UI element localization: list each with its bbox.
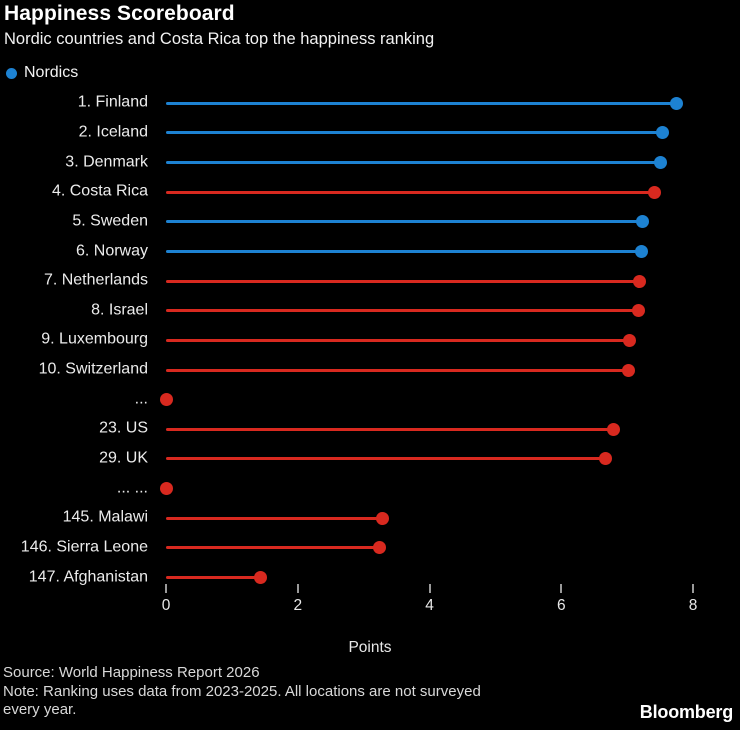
lollipop-dot	[631, 304, 645, 318]
lollipop-dot	[633, 274, 647, 288]
lollipop-dot	[654, 156, 668, 170]
chart-row: 29. UK	[0, 444, 740, 474]
bloomberg-logo: Bloomberg	[639, 702, 733, 722]
chart-row: 146. Sierra Leone	[0, 533, 740, 563]
row-label: 4. Costa Rica	[51, 182, 148, 200]
lollipop-stem	[166, 101, 673, 105]
row-label: 10. Switzerland	[38, 360, 148, 378]
methodology-note-line2: every year.	[3, 701, 77, 719]
row-label: 3. Denmark	[65, 153, 148, 171]
lollipop-dot	[372, 541, 386, 555]
chart-row: 7. Netherlands	[0, 266, 740, 296]
lollipop-stem	[166, 190, 651, 194]
x-axis-label: Points	[348, 639, 392, 656]
chart-row: 145. Malawi	[0, 503, 740, 533]
lollipop-dot	[655, 126, 669, 140]
chart-row: 1. Finland	[0, 88, 740, 118]
lollipop-stem	[166, 368, 625, 372]
row-label: ... ...	[116, 479, 148, 497]
chart-title: Happiness Scoreboard	[4, 2, 235, 25]
chart-row: 147. Afghanistan	[0, 563, 740, 593]
footer-notes: Source: World Happiness Report 2026 Note…	[3, 664, 481, 720]
chart-subtitle: Nordic countries and Costa Rica top the …	[4, 30, 435, 48]
chart-row: 2. Iceland	[0, 118, 740, 148]
chart-row: 6. Norway	[0, 237, 740, 267]
lollipop-dot	[607, 422, 621, 436]
chart-row: 23. US	[0, 414, 740, 444]
row-label: 5. Sweden	[72, 212, 148, 230]
lollipop-dot	[647, 185, 661, 199]
lollipop-stem	[166, 576, 257, 580]
legend-label: Nordics	[24, 64, 79, 81]
lollipop-stem	[166, 427, 610, 431]
chart-row: 10. Switzerland	[0, 355, 740, 385]
axis-tick-label: 6	[556, 597, 566, 614]
lollipop-stem	[166, 131, 659, 135]
source-note: Source: World Happiness Report 2026	[3, 664, 260, 681]
lollipop-dot	[636, 215, 650, 229]
lollipop-dot	[159, 482, 173, 496]
lollipop-stem	[166, 279, 636, 283]
lollipop-stem	[166, 220, 639, 224]
row-label: 29. UK	[99, 449, 148, 467]
axis-tick-label: 4	[425, 597, 434, 614]
lollipop-stem	[166, 309, 635, 313]
lollipop-dot	[635, 245, 649, 258]
row-label: 2. Iceland	[78, 123, 148, 141]
row-label: 9. Luxembourg	[41, 331, 148, 349]
chart-row: 4. Costa Rica	[0, 177, 740, 207]
chart-row: 8. Israel	[0, 296, 740, 326]
axis-tick-label: 0	[161, 597, 171, 614]
lollipop-rows: 1. Finland 2. Iceland 3. Denmark 4. Costa R…	[0, 88, 740, 593]
row-label: 145. Malawi	[62, 508, 148, 526]
row-label: 146. Sierra Leone	[20, 538, 148, 556]
chart-legend: Nordics	[6, 63, 78, 83]
row-label: 7. Netherlands	[43, 271, 148, 289]
row-label: ...	[134, 390, 148, 408]
lollipop-stem	[166, 338, 626, 342]
axis-tick-label: 8	[688, 597, 698, 614]
methodology-note-line1: Note: Ranking uses data from 2023-2025. …	[3, 682, 481, 700]
row-label: 1. Finland	[77, 93, 148, 111]
lollipop-stem	[166, 457, 602, 461]
lollipop-stem	[166, 546, 376, 550]
chart-row: ... ...	[0, 474, 740, 504]
row-label: 8. Israel	[91, 301, 148, 319]
lollipop-dot	[375, 511, 389, 525]
row-label: 6. Norway	[75, 242, 148, 260]
lollipop-dot	[670, 96, 684, 110]
lollipop-dot	[254, 571, 268, 585]
lollipop-stem	[166, 516, 379, 520]
chart-row: ...	[0, 385, 740, 415]
row-label: 23. US	[99, 419, 148, 437]
lollipop-dot	[159, 393, 173, 407]
chart-row: 5. Sweden	[0, 207, 740, 237]
lollipop-dot	[621, 363, 635, 377]
lollipop-dot	[623, 333, 637, 347]
lollipop-stem	[166, 161, 657, 165]
row-label: 147. Afghanistan	[28, 568, 148, 586]
axis-tick-label: 2	[293, 597, 303, 614]
lollipop-dot	[598, 452, 612, 466]
lollipop-stem	[166, 250, 638, 253]
chart-row: 3. Denmark	[0, 148, 740, 178]
chart-row: 9. Luxembourg	[0, 325, 740, 355]
nordics-legend-dot-icon	[6, 67, 17, 79]
